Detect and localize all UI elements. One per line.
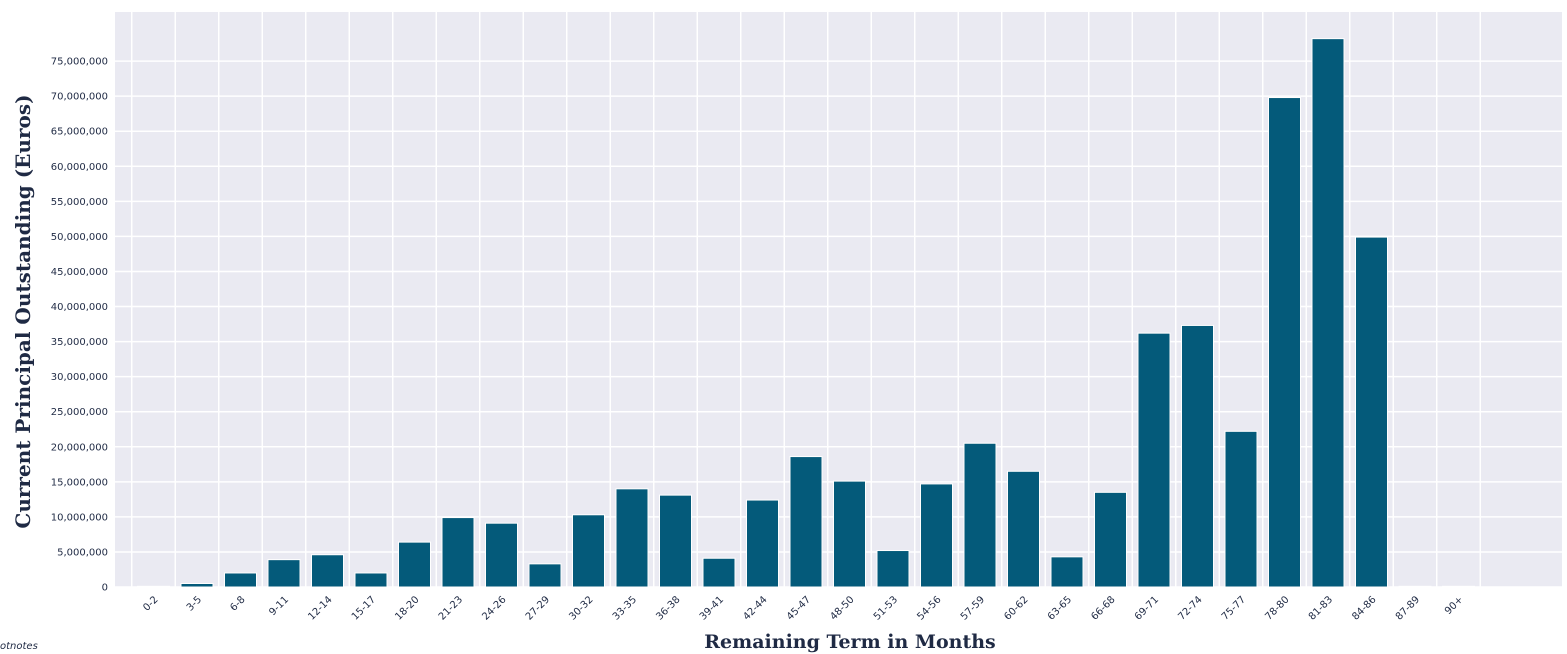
bar-18-20 [398,541,431,588]
bars [137,38,1475,588]
x-gridlines [131,12,1481,587]
bar-24-26 [485,522,518,588]
bar-0-2 [137,585,170,588]
bar-90+ [1442,585,1475,588]
x-tick-label: 81-83 [1307,594,1335,622]
x-tick-label: 57-59 [959,594,987,622]
x-tick-label: 45-47 [785,594,813,622]
y-tick-label: 25,000,000 [51,407,108,418]
bar-72-74 [1181,324,1214,588]
bar-33-35 [615,488,649,588]
bar-69-71 [1137,332,1171,588]
x-tick-label: 3-5 [185,594,204,613]
y-tick-label: 70,000,000 [51,92,108,103]
x-tick-label: 9-11 [267,594,291,618]
y-tick-label: 55,000,000 [51,197,108,208]
x-tick-label: 27-29 [524,594,552,622]
bar-30-32 [572,514,605,588]
bar-42-44 [746,499,779,588]
x-tick-label: 15-17 [350,594,378,622]
bar-54-56 [920,483,953,588]
bar-78-80 [1268,97,1301,588]
x-tick-label: 72-74 [1176,594,1204,622]
bar-66-68 [1094,491,1127,588]
bar-6-8 [224,572,257,588]
x-tick-label: 18-20 [393,594,421,622]
bar-84-86 [1355,236,1388,588]
y-tick-label: 75,000,000 [51,57,108,68]
bar-87-89 [1398,585,1432,588]
bar-75-77 [1224,430,1258,588]
bar-63-65 [1050,556,1084,588]
y-tick-labels: 0 5,000,000 10,000,000 15,000,000 20,000,000… [51,57,108,594]
y-tick-label: 0 [102,583,108,594]
y-tick-label: 5,000,000 [57,547,108,558]
x-tick-label: 12-14 [306,594,334,622]
bar-51-53 [876,550,910,588]
x-tick-label: 66-68 [1089,594,1117,622]
bar-36-38 [659,494,692,588]
bar-15-17 [354,572,388,588]
bar-48-50 [833,480,866,588]
x-tick-label: 42-44 [741,594,769,622]
y-tick-label: 15,000,000 [51,477,108,488]
x-tick-label: 75-77 [1220,594,1248,622]
x-tick-label: 63-65 [1046,594,1074,622]
y-tick-label: 65,000,000 [51,127,108,138]
y-axis-title: Current Principal Outstanding (Euros) [11,94,35,528]
x-tick-labels: 0-2 3-5 6-8 9-11 12-14 15-17 18-20 21-23 24-26 27… [141,594,1465,622]
bar-9-11 [267,559,301,588]
y-tick-label: 50,000,000 [51,232,108,243]
x-tick-label: 39-41 [698,594,726,622]
bar-45-47 [789,456,823,588]
x-tick-label: 0-2 [141,594,160,613]
x-tick-label: 33-35 [611,594,639,622]
x-tick-label: 30-32 [567,594,595,622]
x-tick-label: 60-62 [1002,594,1030,622]
x-tick-label: 84-86 [1350,594,1378,622]
x-tick-label: 78-80 [1263,594,1291,622]
x-axis-title: Remaining Term in Months [704,631,996,653]
bar-60-62 [1007,470,1040,588]
y-tick-label: 10,000,000 [51,512,108,523]
x-tick-label: 51-53 [872,594,900,622]
footnote-label: otnotes [0,641,38,652]
bar-39-41 [702,557,736,588]
x-tick-label: 21-23 [437,594,465,622]
bar-57-59 [963,442,997,588]
y-tick-label: 40,000,000 [51,302,108,313]
x-tick-label: 24-26 [480,594,508,622]
x-tick-label: 6-8 [228,594,247,613]
x-tick-label: 90+ [1443,594,1466,617]
y-tick-label: 30,000,000 [51,372,108,383]
x-tick-label: 87-89 [1394,594,1422,622]
y-tick-label: 35,000,000 [51,337,108,348]
y-tick-label: 20,000,000 [51,442,108,453]
y-tick-label: 60,000,000 [51,162,108,173]
bar-81-83 [1311,38,1345,588]
bar-21-23 [441,517,475,588]
y-tick-label: 45,000,000 [51,267,108,278]
x-tick-label: 69-71 [1133,594,1161,622]
bar-27-29 [528,563,562,588]
bar-3-5 [180,582,214,588]
x-tick-label: 54-56 [915,594,943,622]
x-tick-label: 36-38 [654,594,682,622]
x-tick-label: 48-50 [828,594,856,622]
bar-12-14 [311,554,344,588]
